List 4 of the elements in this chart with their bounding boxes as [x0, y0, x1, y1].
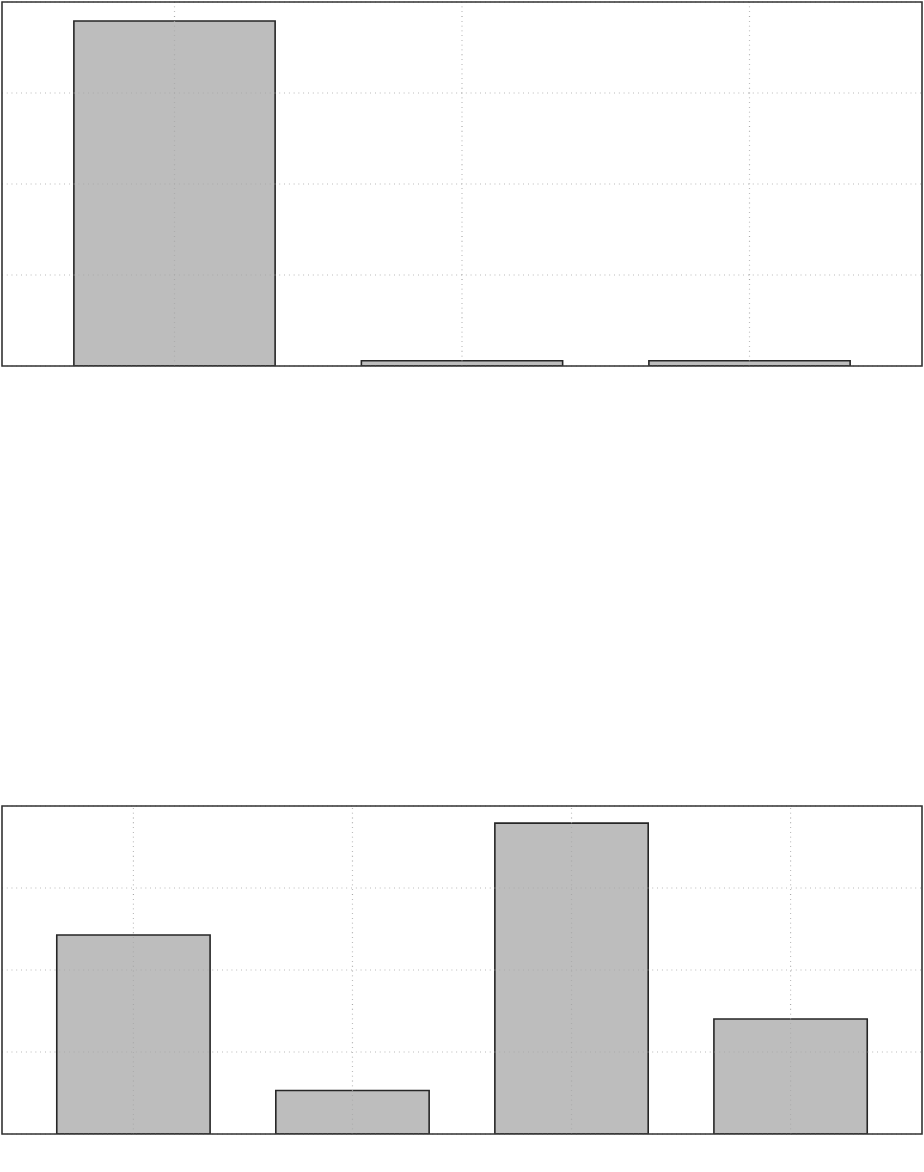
bar — [55, 934, 211, 1134]
bar — [713, 1018, 869, 1134]
bar — [494, 822, 649, 1134]
bar — [275, 1089, 430, 1134]
